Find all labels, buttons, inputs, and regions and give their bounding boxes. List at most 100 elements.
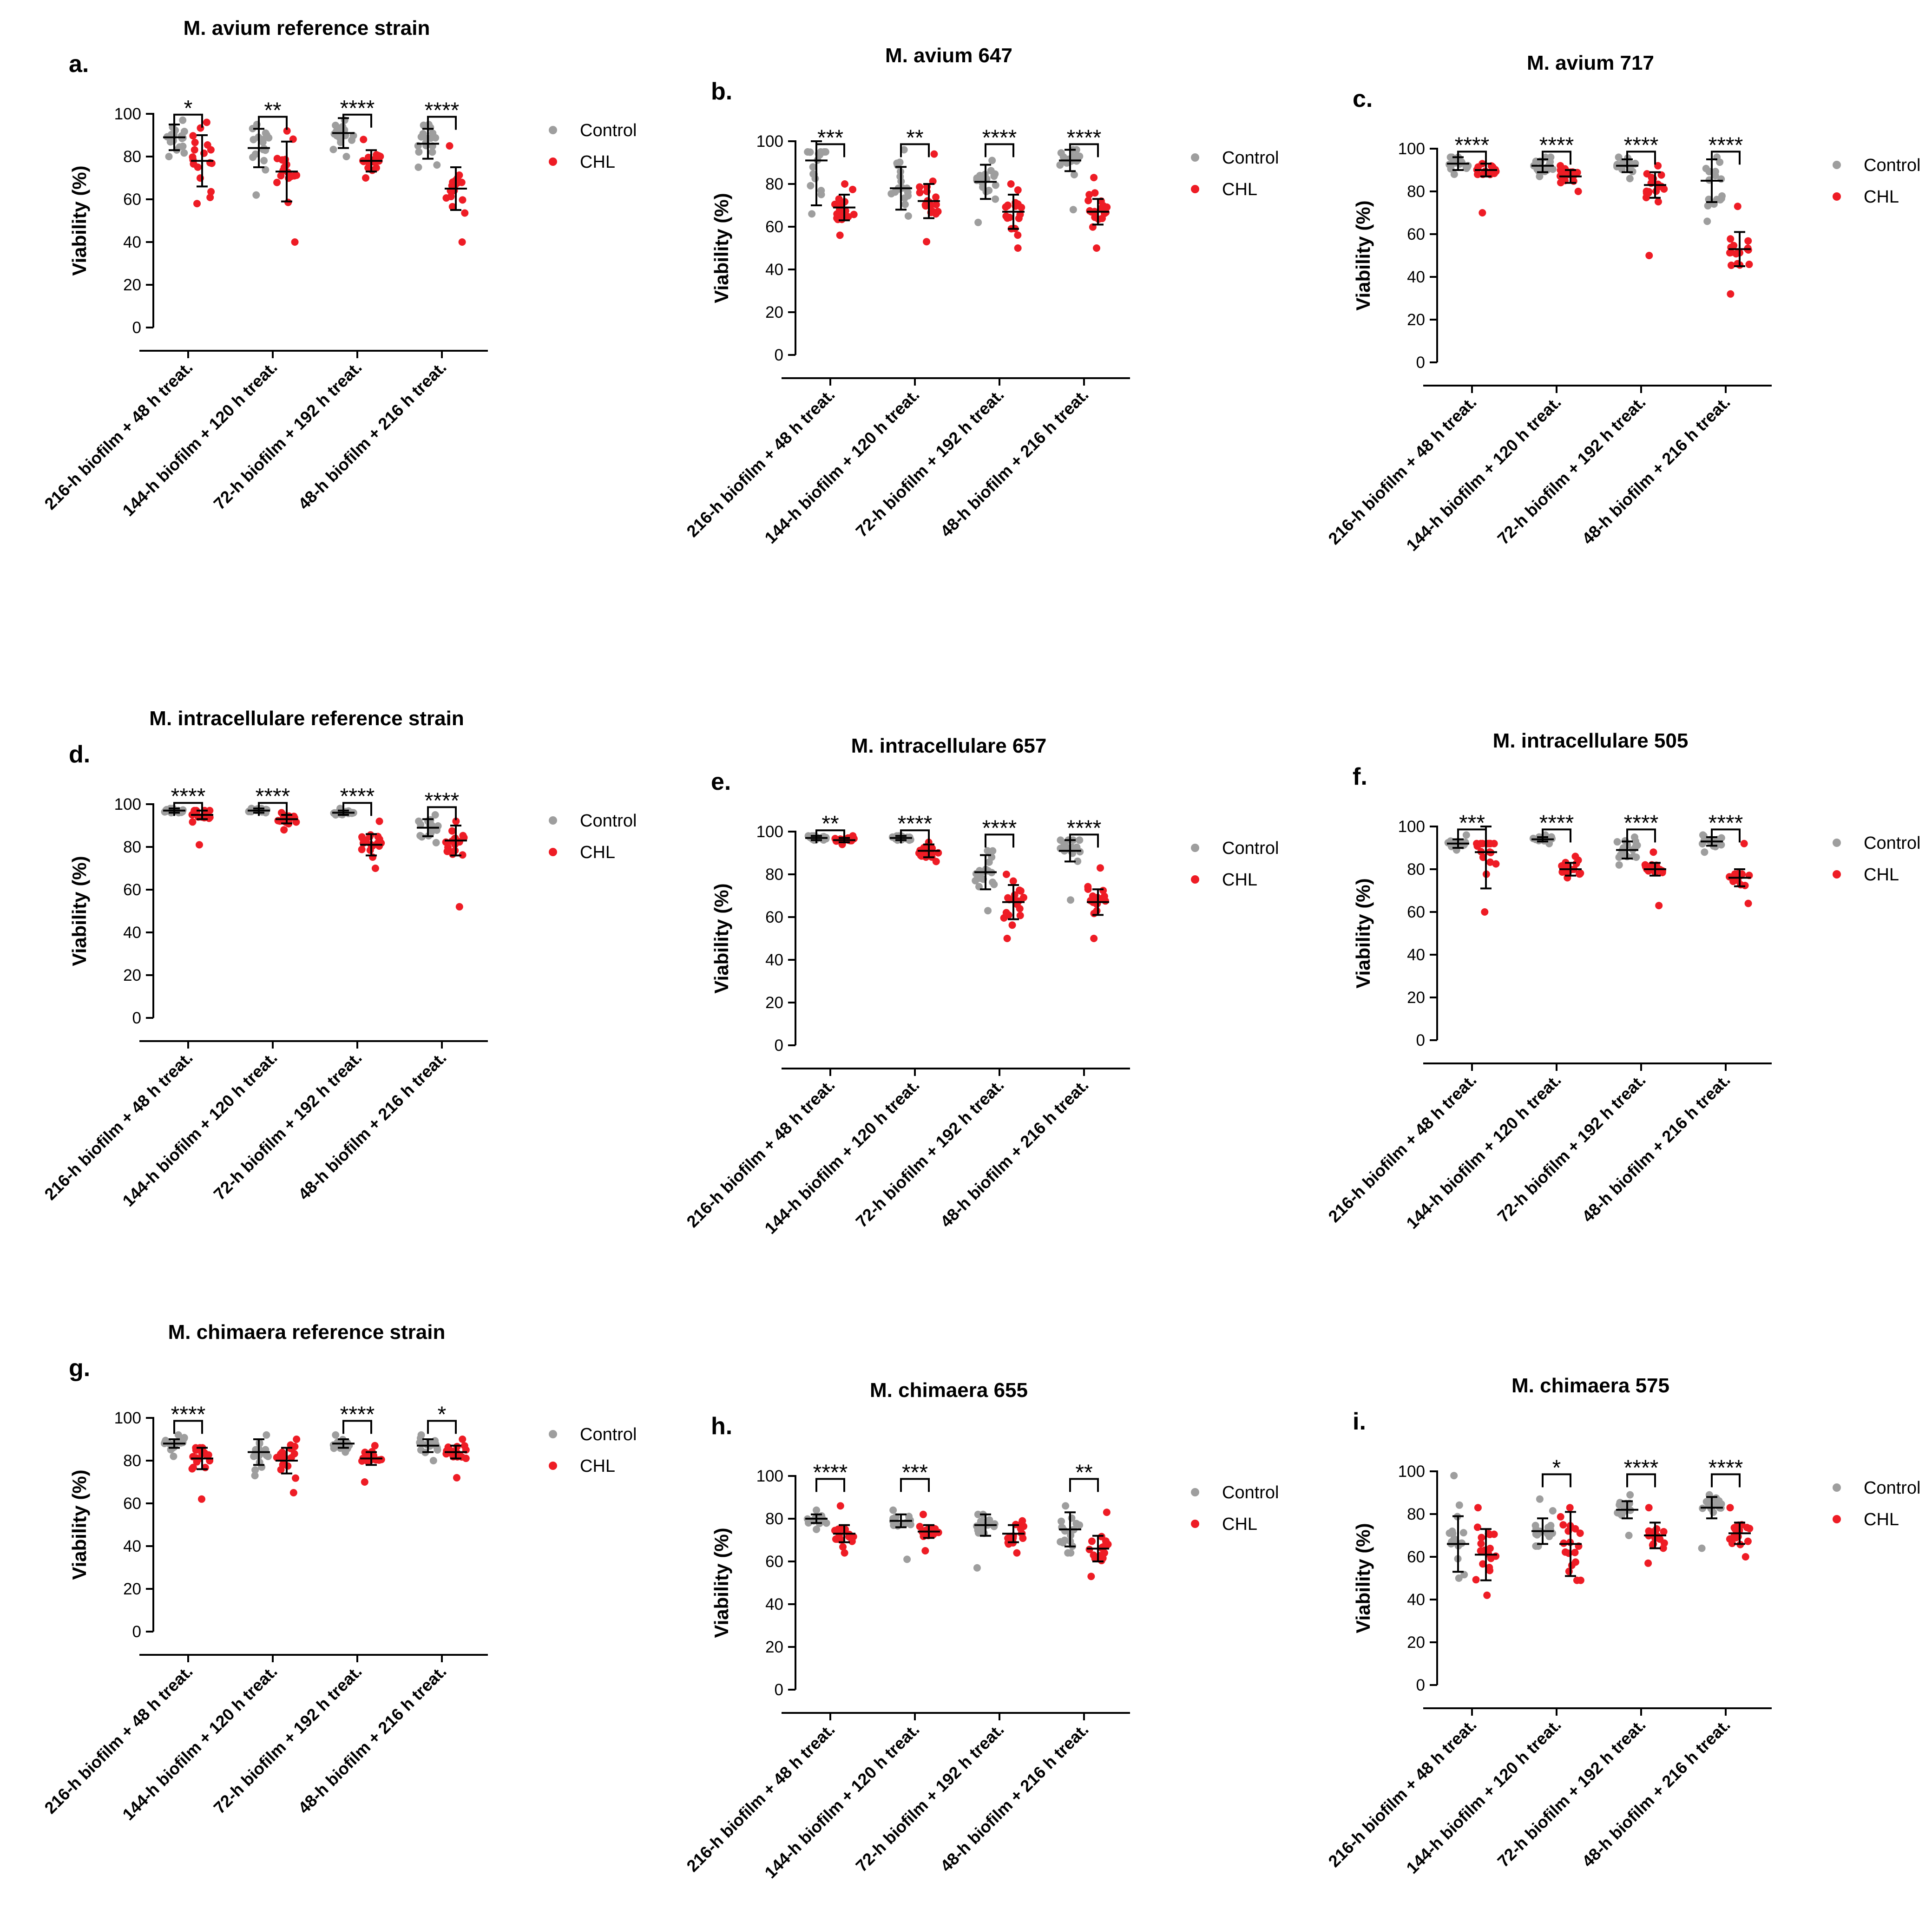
- chart-b-control-point: [817, 187, 825, 195]
- chart-b-chl-point: [1015, 215, 1023, 223]
- chart-e-chl-point: [1090, 935, 1098, 942]
- chart-f-chl-point: [1737, 881, 1745, 889]
- chart-h-significance-bracket: [1069, 1478, 1099, 1492]
- chart-c-chl-point: [1561, 165, 1569, 173]
- chart-e-x-tick-label: 144-h biofilm + 120 h treat.: [761, 1075, 923, 1238]
- chart-a-y-tick-label: 40: [123, 233, 141, 251]
- chart-i-title: M. chimaera 575: [1511, 1374, 1669, 1397]
- chart-g-x-tick-label: 144-h biofilm + 120 h treat.: [118, 1662, 281, 1824]
- chart-b-control-point: [1076, 152, 1084, 160]
- chart-g-x-tick-label: 72-h biofilm + 192 h treat.: [210, 1662, 365, 1817]
- chart-i-control-point: [1455, 1574, 1463, 1582]
- chart-h-legend-chl-label: CHL: [1222, 1515, 1257, 1534]
- chart-a-control-point: [249, 125, 256, 132]
- chart-c-chl-point: [1557, 179, 1564, 187]
- chart-f-chl-point: [1479, 853, 1487, 861]
- chart-b-x-tick-label: 72-h biofilm + 192 h treat.: [852, 385, 1007, 541]
- chart-c-control-point: [1447, 165, 1455, 173]
- chart-i-control-point: [1625, 1532, 1633, 1539]
- chart-c-legend-chl-marker: [1833, 192, 1841, 201]
- chart-a-control-point: [329, 145, 337, 153]
- chart-d-chl-point: [189, 818, 197, 826]
- chart-c-control-point: [1615, 153, 1623, 161]
- chart-f-legend-chl-marker: [1833, 870, 1841, 879]
- chart-d-chl-point: [358, 834, 366, 842]
- chart-b-chl-point: [1007, 180, 1015, 188]
- chart-h-chl-point: [1102, 1537, 1110, 1545]
- chart-a-chl-point: [207, 146, 215, 154]
- chart-a-control-point: [336, 134, 344, 142]
- chart-b-significance-label: **: [906, 125, 923, 150]
- chart-f-chl-point: [1576, 870, 1584, 878]
- chart-h-legend-chl-marker: [1191, 1520, 1199, 1528]
- chart-i-control-point: [1614, 1509, 1622, 1517]
- chart-b-chl-point: [1090, 174, 1098, 182]
- chart-i-chl-point: [1559, 1521, 1567, 1529]
- chart-g-chl-point: [197, 1495, 205, 1503]
- chart-f-chl-point: [1740, 839, 1748, 847]
- chart-a-x-tick-label: 144-h biofilm + 120 h treat.: [118, 358, 281, 520]
- chart-h-chl-point: [916, 1522, 924, 1530]
- chart-i-control-point: [1616, 1501, 1623, 1509]
- chart-d-significance-label: ****: [425, 788, 460, 813]
- chart-a-control-point: [427, 134, 435, 142]
- chart-d-x-tick-label: 144-h biofilm + 120 h treat.: [118, 1048, 281, 1210]
- chart-i-y-tick-label: 20: [1407, 1633, 1425, 1652]
- chart-h-significance-bracket: [900, 1478, 930, 1492]
- chart-c-chl-point: [1652, 187, 1660, 195]
- chart-d-x-tick-label: 72-h biofilm + 192 h treat.: [210, 1048, 365, 1204]
- chart-a-chl-point: [364, 164, 372, 172]
- chart-d-significance-label: ****: [340, 784, 375, 809]
- chart-f-significance-label: ****: [1539, 811, 1574, 835]
- chart-g-chl-point: [375, 1456, 383, 1464]
- chart-c: M. avium 717 c. Viability (%) 0 20 40 60 80 100 2…: [1324, 52, 1920, 555]
- chart-h-chl-point: [1103, 1508, 1111, 1516]
- chart-e-y-tick-label: 40: [765, 951, 783, 969]
- chart-i-y-tick-label: 100: [1398, 1462, 1425, 1481]
- chart-h-control-point: [813, 1506, 821, 1514]
- chart-a-control-point: [415, 148, 423, 156]
- chart-a-chl-point: [447, 193, 455, 201]
- chart-c-x-tick-label: 48-h biofilm + 216 h treat.: [1578, 393, 1734, 548]
- chart-b-chl-point: [1099, 202, 1107, 210]
- chart-d-control-point: [432, 839, 440, 846]
- chart-g-chl-point: [289, 1489, 297, 1496]
- chart-h-y-tick-label: 60: [765, 1553, 783, 1571]
- chart-d-chl-point: [452, 817, 460, 825]
- chart-g-y-axis-label: Viability (%): [68, 1469, 90, 1580]
- chart-e-y-tick-label: 60: [765, 908, 783, 926]
- chart-c-control-point: [1711, 172, 1719, 180]
- chart-b-chl-point: [923, 238, 931, 246]
- chart-d-chl-point: [375, 842, 383, 850]
- chart-b-chl-point: [1091, 189, 1099, 197]
- chart-c-y-tick-label: 80: [1407, 183, 1425, 201]
- chart-i-control-point: [1704, 1497, 1712, 1505]
- chart-a-panel-label: a.: [69, 51, 89, 78]
- chart-g-chl-point: [284, 1462, 292, 1470]
- chart-i-chl-point: [1744, 1537, 1752, 1545]
- chart-a-significance-bracket: [342, 113, 372, 128]
- chart-b-chl-point: [1084, 197, 1092, 204]
- chart-f-significance-bracket: [1626, 828, 1656, 843]
- chart-i-chl-point: [1726, 1535, 1734, 1543]
- chart-a-significance-label: **: [264, 98, 281, 123]
- chart-a-control-point: [180, 149, 188, 157]
- chart-f-x-tick-label: 72-h biofilm + 192 h treat.: [1493, 1070, 1649, 1226]
- chart-b-chl-point: [837, 199, 845, 207]
- chart-h-significance-label: ****: [813, 1460, 848, 1485]
- chart-b-control-point: [809, 170, 817, 178]
- chart-h-y-axis-label: Viability (%): [710, 1528, 732, 1638]
- chart-b-chl-point: [1085, 190, 1093, 198]
- chart-c-x-tick-label: 144-h biofilm + 120 h treat.: [1402, 393, 1564, 555]
- chart-d-legend-control-label: Control: [580, 811, 637, 831]
- chart-e-significance-bracket: [985, 833, 1014, 848]
- chart-b-control-point: [992, 195, 999, 203]
- chart-a-x-tick-label: 216-h biofilm + 48 h treat.: [40, 358, 196, 513]
- chart-e-chl-point: [1008, 921, 1016, 929]
- chart-e-chl-point: [1000, 914, 1008, 922]
- chart-h-x-tick-label: 216-h biofilm + 48 h treat.: [683, 1720, 838, 1876]
- chart-i-chl-point: [1486, 1567, 1494, 1574]
- chart-d-significance-label: ****: [256, 784, 290, 809]
- chart-h-control-point: [1061, 1527, 1069, 1535]
- chart-d-legend-control-marker: [549, 816, 557, 825]
